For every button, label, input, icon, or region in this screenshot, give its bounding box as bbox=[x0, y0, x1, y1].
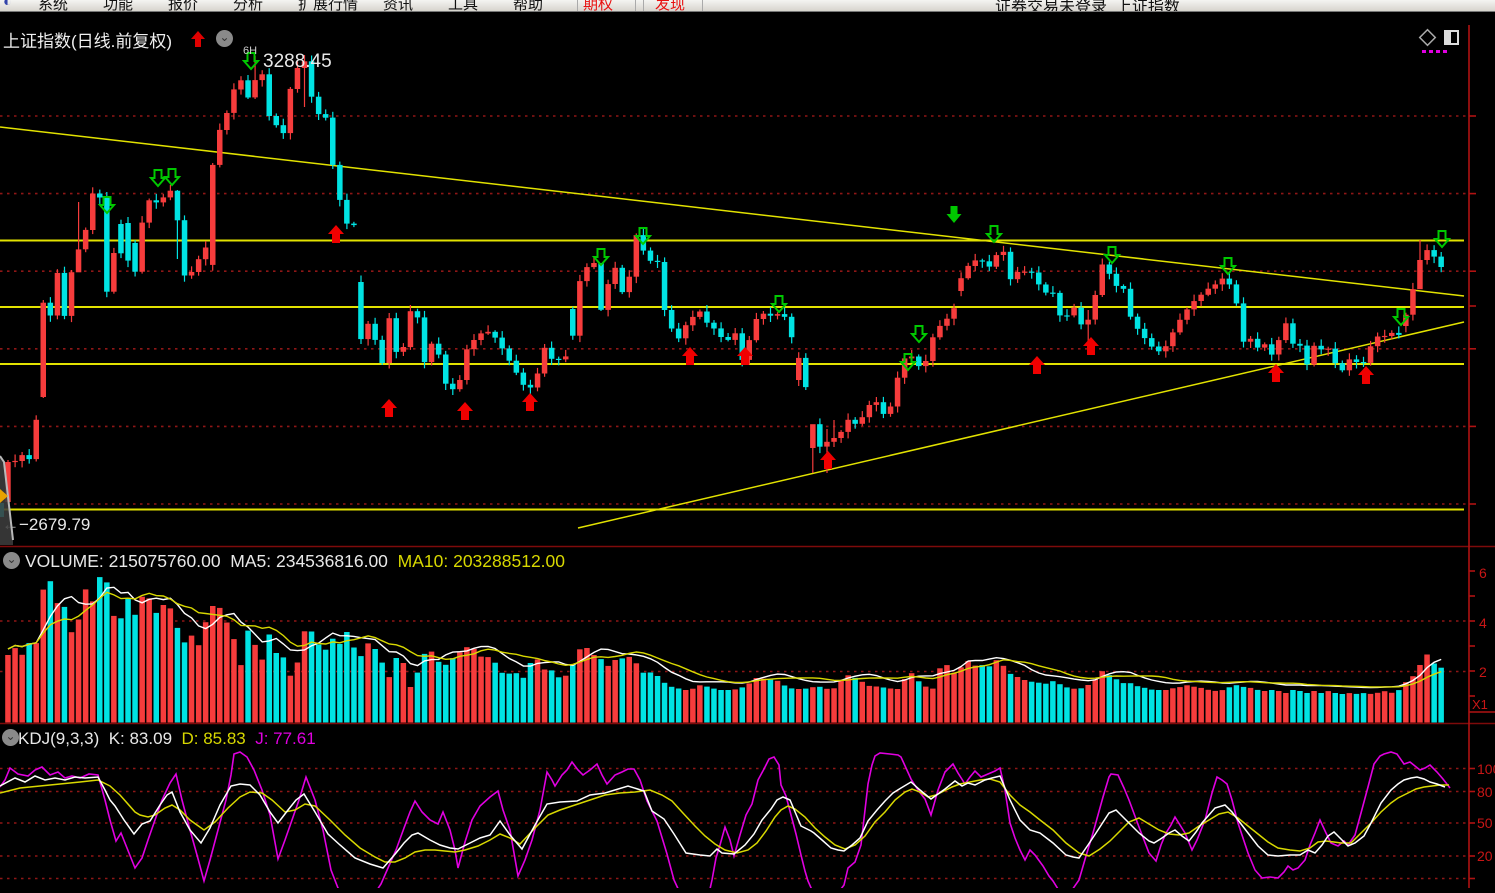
svg-text:100: 100 bbox=[1477, 761, 1495, 777]
svg-text:50: 50 bbox=[1477, 815, 1493, 831]
svg-text:2: 2 bbox=[1479, 664, 1487, 680]
svg-text:6: 6 bbox=[1479, 565, 1487, 581]
svg-text:6H: 6H bbox=[243, 45, 257, 57]
svg-text:3288.45: 3288.45 bbox=[263, 51, 332, 72]
svg-text:80: 80 bbox=[1477, 784, 1493, 800]
svg-text:←−2679.79: ←−2679.79 bbox=[2, 515, 90, 534]
svg-text:4: 4 bbox=[1479, 615, 1487, 631]
svg-text:X1: X1 bbox=[1472, 697, 1488, 712]
svg-text:20: 20 bbox=[1477, 848, 1493, 864]
